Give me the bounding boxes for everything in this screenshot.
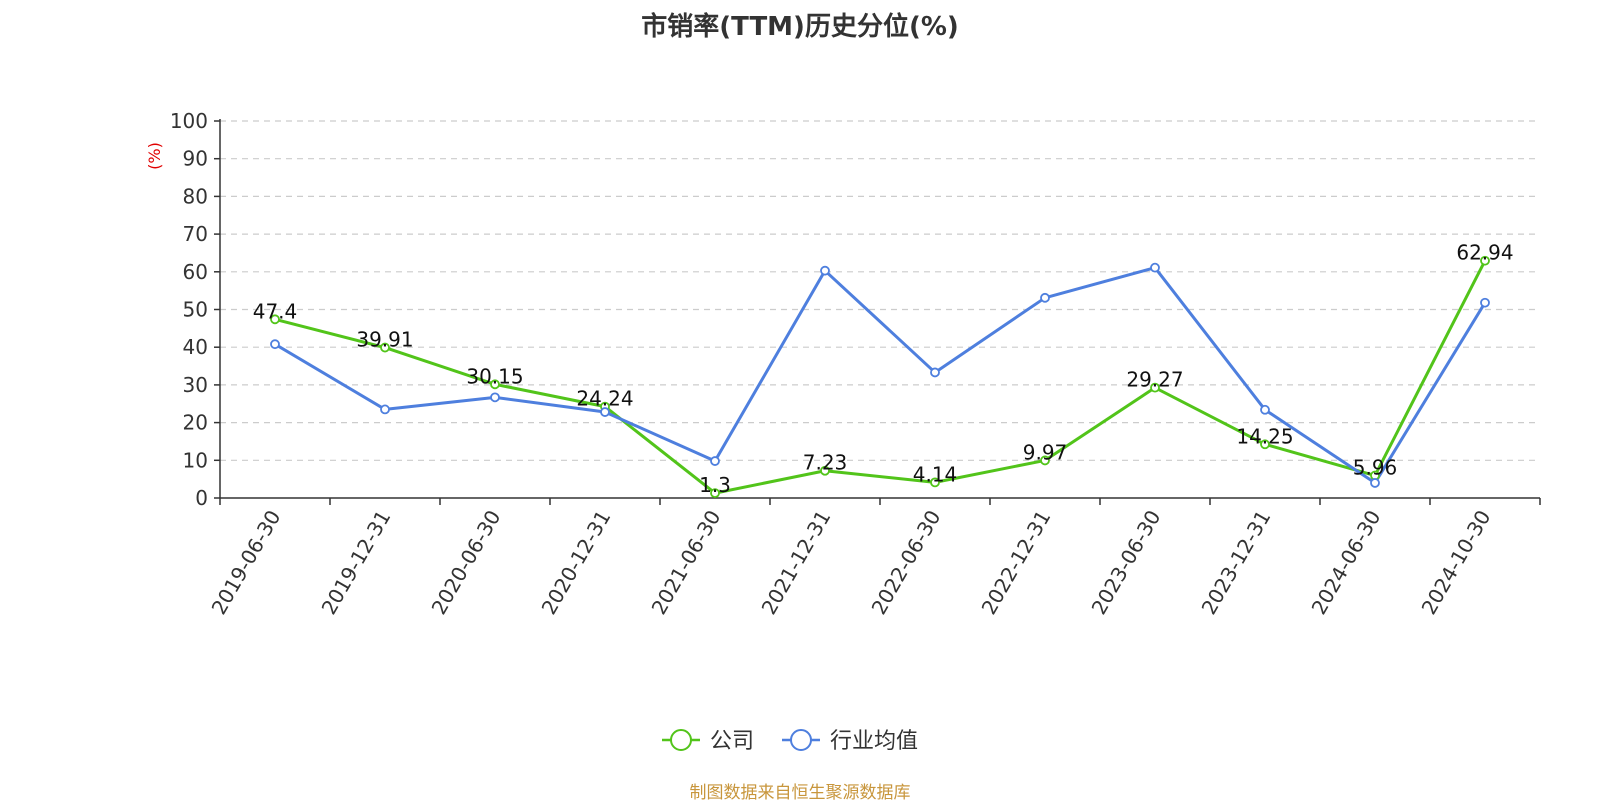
x-tick-label-7: 2022-12-31 [976, 506, 1055, 619]
y-tick-label-4: 40 [183, 335, 208, 359]
grid-lines [220, 120, 1540, 461]
x-tick-label-4: 2021-06-30 [646, 506, 725, 619]
y-axis-label: (%) [145, 142, 164, 170]
x-tick-label-10: 2024-06-30 [1306, 506, 1385, 619]
series-1-point-6 [930, 367, 940, 378]
x-tick-label-3: 2020-12-31 [536, 506, 615, 619]
legend-marker-1 [790, 729, 812, 751]
y-axis-ticks: 0 10 20 30 40 50 60 70 80 90 100 [170, 109, 220, 510]
series-0-data-label-5: 7.23 [803, 451, 848, 475]
chart-title: 市销率(TTM)历史分位(%) [641, 12, 959, 42]
y-tick-label-5: 50 [183, 298, 208, 322]
series-0-data-label-2: 30.15 [466, 364, 523, 388]
series-1-point-11 [1480, 297, 1490, 308]
y-tick-label-10: 100 [170, 109, 208, 133]
series-1-point-10 [1370, 478, 1380, 488]
series-0-data-label-7: 9.97 [1023, 440, 1068, 464]
series-0-point-11 [1480, 255, 1490, 266]
series-0-data-label-11: 62.94 [1456, 241, 1513, 265]
series-0-point-4 [710, 488, 720, 498]
y-tick-label-6: 60 [183, 260, 208, 284]
x-axis-ticks: 2019-06-30 2019-12-31 2020-06-30 2020-12-31… [206, 498, 1541, 619]
series-1-point-7 [1040, 292, 1050, 303]
series-group [270, 255, 1490, 498]
series-0-data-label-8: 29.27 [1126, 368, 1183, 392]
series-0-data-label-6: 4.14 [913, 462, 958, 486]
y-tick-label-9: 90 [183, 147, 208, 171]
y-tick-label-7: 70 [183, 222, 208, 246]
series-1-point-4 [710, 456, 720, 466]
y-tick-label-3: 30 [183, 373, 208, 397]
series-1-point-8 [1150, 262, 1160, 273]
x-tick-label-0: 2019-06-30 [206, 506, 285, 619]
legend-marker-0 [670, 729, 692, 751]
y-tick-label-0: 0 [195, 486, 208, 510]
series-0-data-label-4: 1.3 [699, 473, 731, 497]
series-0-data-label-1: 39.91 [356, 328, 413, 352]
series-0-point-8 [1150, 382, 1160, 393]
x-tick-label-11: 2024-10-30 [1416, 506, 1495, 619]
series-1-point-9 [1260, 404, 1270, 415]
series-0-data-label-3: 24.24 [576, 387, 633, 411]
y-tick-label-2: 20 [183, 411, 208, 435]
series-1-point-2 [490, 392, 500, 403]
y-tick-label-8: 80 [183, 184, 208, 208]
series-0-point-6 [930, 477, 940, 488]
data-labels: 47.4 39.91 30.15 24.24 1.3 7.23 4.14 9.97 29.27 1… [253, 241, 1514, 497]
x-tick-label-6: 2022-06-30 [866, 506, 945, 619]
series-0-point-2 [490, 379, 500, 390]
legend-label-1[interactable]: 行业均值 [830, 729, 918, 754]
axes [219, 119, 1540, 499]
x-tick-label-9: 2023-12-31 [1196, 506, 1275, 619]
source-note: 制图数据来自恒生聚源数据库 [689, 783, 911, 803]
series-1-point-0 [270, 339, 280, 350]
series-0-data-label-9: 14.25 [1236, 424, 1293, 448]
legend[interactable]: 公司 行业均值 [662, 729, 918, 754]
series-0-data-label-10: 5.96 [1353, 456, 1398, 480]
series-0-point-0 [270, 314, 280, 325]
x-tick-label-5: 2021-12-31 [756, 506, 835, 619]
x-tick-label-1: 2019-12-31 [316, 506, 395, 619]
x-tick-label-2: 2020-06-30 [426, 506, 505, 619]
x-tick-label-8: 2023-06-30 [1086, 506, 1165, 619]
legend-label-0[interactable]: 公司 [710, 729, 754, 754]
series-1-point-3 [600, 407, 610, 417]
series-1-point-1 [380, 404, 390, 415]
series-0-point-7 [1040, 455, 1050, 466]
series-0-point-5 [820, 465, 830, 476]
series-0-point-9 [1260, 439, 1270, 450]
series-line-1 [274, 266, 1487, 485]
series-0-point-1 [380, 342, 390, 353]
y-tick-label-1: 10 [183, 448, 208, 472]
series-0-data-label-0: 47.4 [253, 299, 298, 323]
series-line-0 [274, 260, 1487, 495]
series-1-point-5 [820, 265, 830, 276]
